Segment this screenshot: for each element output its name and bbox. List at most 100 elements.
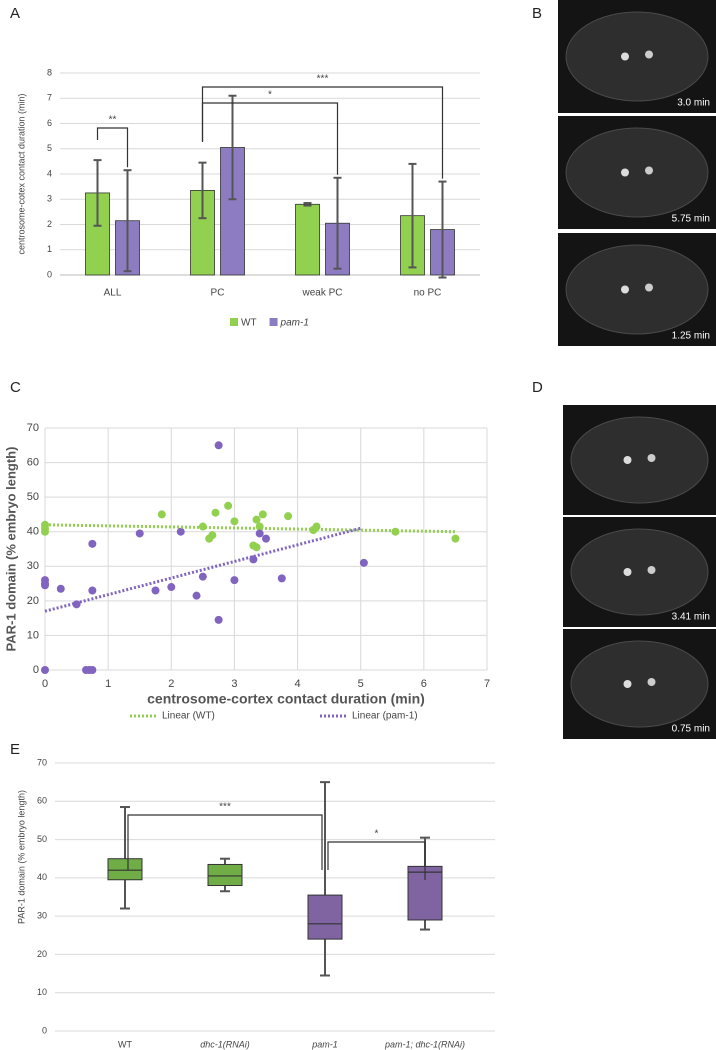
point bbox=[56, 584, 65, 593]
significance-bracket bbox=[96, 127, 129, 168]
point bbox=[198, 572, 207, 581]
point bbox=[214, 615, 223, 624]
significance-label: * bbox=[375, 829, 379, 840]
y-tick-label: 3 bbox=[47, 194, 52, 204]
x-tick-label: 0 bbox=[42, 678, 48, 690]
y-axis-title: centrosome-cotex contact duration (min) bbox=[16, 93, 26, 254]
point bbox=[258, 510, 267, 519]
centrosome bbox=[647, 566, 656, 574]
legend-label: Linear (WT) bbox=[162, 711, 215, 722]
centrosome bbox=[621, 52, 629, 61]
x-tick-label: pam-1; dhc-1(RNAi) bbox=[384, 1039, 465, 1049]
point bbox=[230, 517, 239, 526]
image-label: pam-1 bbox=[535, 265, 554, 314]
panel-label: E bbox=[10, 741, 20, 758]
point bbox=[230, 576, 239, 585]
point bbox=[214, 441, 223, 450]
y-tick-label: 0 bbox=[47, 269, 52, 279]
image-time: 3.0 min bbox=[677, 98, 710, 109]
embryo bbox=[565, 244, 709, 335]
point bbox=[167, 583, 176, 592]
point bbox=[41, 666, 49, 674]
image-label: WT bbox=[535, 42, 554, 70]
centrosome bbox=[623, 568, 632, 576]
point bbox=[157, 510, 166, 519]
significance-label: ** bbox=[109, 115, 117, 126]
centrosome bbox=[621, 285, 629, 294]
image-label: pam-1 bbox=[540, 548, 559, 597]
significance-label: *** bbox=[219, 802, 231, 813]
y-tick-label: 7 bbox=[47, 93, 52, 103]
y-tick-label: 1 bbox=[47, 244, 52, 254]
centrosome bbox=[647, 678, 656, 686]
y-tick-label: 70 bbox=[27, 422, 39, 434]
box bbox=[207, 863, 243, 887]
centrosome bbox=[645, 283, 653, 292]
legend-swatch bbox=[269, 318, 278, 326]
y-tick-label: 0 bbox=[33, 664, 39, 676]
panel-label: B bbox=[532, 5, 542, 22]
x-tick-label: PC bbox=[211, 288, 225, 299]
x-tick-label: dhc-1(RNAi) bbox=[200, 1039, 250, 1049]
point bbox=[135, 529, 144, 538]
significance-label: *** bbox=[317, 74, 329, 85]
box bbox=[307, 894, 343, 940]
significance-label: * bbox=[268, 90, 272, 101]
y-tick-label: 60 bbox=[37, 796, 47, 806]
y-tick-label: 20 bbox=[27, 595, 39, 607]
legend-label: WT bbox=[241, 318, 257, 329]
significance-bracket bbox=[127, 814, 323, 870]
centrosome bbox=[621, 168, 629, 177]
embryo bbox=[570, 640, 709, 728]
centrosome bbox=[623, 680, 632, 688]
y-tick-label: 6 bbox=[47, 118, 52, 128]
y-tick-label: 4 bbox=[47, 168, 52, 178]
y-axis-title: PAR-1 domain (% embryo length) bbox=[3, 447, 18, 652]
x-tick-label: ALL bbox=[104, 288, 122, 299]
x-tick-label: 4 bbox=[295, 678, 301, 690]
embryo bbox=[565, 127, 709, 218]
y-tick-label: 30 bbox=[27, 560, 39, 572]
panel-label: D bbox=[532, 379, 543, 396]
point bbox=[88, 586, 97, 595]
x-tick-label: 3 bbox=[231, 678, 237, 690]
point bbox=[451, 534, 460, 543]
embryo bbox=[570, 416, 709, 504]
x-tick-label: pam-1 bbox=[311, 1039, 338, 1049]
point bbox=[88, 539, 97, 548]
image-time: 1.25 min bbox=[672, 331, 710, 342]
point bbox=[252, 515, 261, 524]
x-tick-label: WT bbox=[118, 1039, 132, 1049]
trendline bbox=[44, 523, 456, 534]
legend-swatch bbox=[230, 318, 238, 326]
trendline bbox=[44, 526, 362, 613]
y-tick-label: 10 bbox=[27, 629, 39, 641]
centrosome bbox=[645, 166, 653, 175]
x-tick-label: weak PC bbox=[301, 288, 342, 299]
point bbox=[151, 586, 160, 595]
point bbox=[88, 666, 97, 674]
y-tick-label: 2 bbox=[47, 219, 52, 229]
y-tick-label: 20 bbox=[37, 949, 47, 959]
x-tick-label: 5 bbox=[358, 678, 364, 690]
point bbox=[284, 512, 293, 521]
x-tick-label: 2 bbox=[168, 678, 174, 690]
image-label: pam-1 bbox=[540, 660, 559, 709]
x-tick-label: 6 bbox=[421, 678, 427, 690]
embryo bbox=[570, 528, 709, 616]
y-tick-label: 40 bbox=[37, 872, 47, 882]
point bbox=[41, 581, 49, 590]
point bbox=[255, 529, 264, 538]
image-time: 5.75 min bbox=[672, 214, 710, 225]
point bbox=[208, 531, 217, 540]
y-tick-label: 50 bbox=[27, 491, 39, 503]
embryo bbox=[565, 11, 709, 102]
significance-bracket bbox=[201, 86, 444, 179]
point bbox=[192, 591, 201, 600]
bar bbox=[295, 203, 320, 276]
y-tick-label: 30 bbox=[37, 911, 47, 921]
legend-label: Linear (pam-1) bbox=[352, 711, 418, 722]
centrosome bbox=[647, 454, 656, 462]
x-tick-label: no PC bbox=[414, 288, 442, 299]
